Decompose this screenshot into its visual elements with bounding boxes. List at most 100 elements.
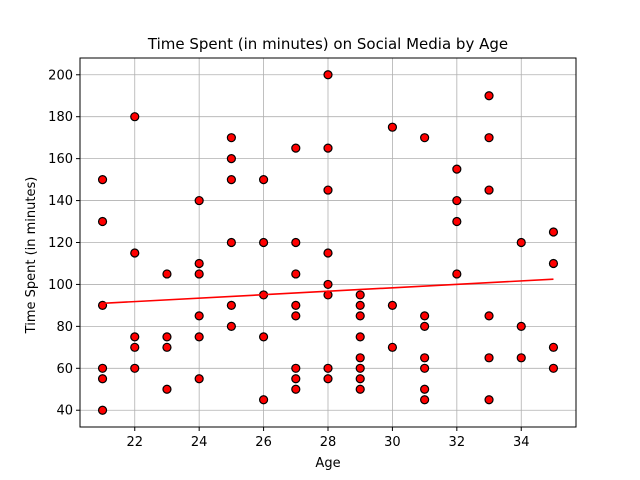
data-point — [484, 395, 494, 405]
data-point — [291, 363, 301, 373]
data-point — [226, 154, 236, 164]
data-point — [194, 332, 204, 342]
data-point — [323, 143, 333, 153]
data-point — [484, 91, 494, 101]
x-tick-label: 34 — [513, 435, 530, 450]
data-point — [516, 321, 526, 331]
y-tick-label: 120 — [48, 236, 73, 251]
data-point — [452, 269, 462, 279]
data-point — [258, 237, 269, 248]
data-point — [420, 353, 430, 363]
data-point — [226, 321, 236, 331]
y-tick-label: 40 — [56, 404, 73, 419]
data-point — [420, 384, 430, 394]
data-point — [130, 332, 140, 342]
data-point — [97, 363, 108, 373]
data-point — [420, 311, 430, 321]
data-point — [516, 353, 526, 363]
y-tick-label: 80 — [56, 320, 73, 335]
data-point — [162, 342, 172, 352]
grid-lines — [80, 58, 576, 427]
data-point — [194, 258, 204, 269]
data-point — [452, 164, 462, 174]
data-point — [323, 185, 333, 195]
x-axis-ticks: 22 24 26 28 30 32 34 — [126, 427, 530, 450]
x-axis-label: Age — [315, 456, 340, 471]
y-tick-label: 140 — [48, 194, 73, 209]
data-point — [194, 269, 204, 279]
data-point — [420, 133, 430, 143]
data-point — [258, 175, 269, 185]
y-tick-label: 200 — [48, 68, 73, 83]
data-point — [548, 258, 559, 269]
x-tick-label: 22 — [126, 435, 143, 450]
chart-title: Time Spent (in minutes) on Social Media … — [147, 35, 508, 53]
data-point — [420, 321, 430, 331]
data-point — [355, 374, 365, 384]
y-tick-label: 60 — [56, 362, 73, 377]
data-point — [420, 395, 430, 405]
data-point — [452, 195, 462, 206]
data-point — [97, 216, 108, 227]
data-point — [258, 395, 269, 405]
data-point — [355, 363, 365, 373]
data-point — [194, 311, 204, 321]
trend-line-group — [102, 278, 554, 305]
data-point — [291, 311, 301, 321]
x-tick-label: 24 — [191, 435, 208, 450]
data-point — [226, 175, 236, 185]
data-point — [162, 384, 172, 394]
data-point — [516, 237, 526, 248]
data-point — [387, 300, 398, 310]
data-point — [387, 122, 398, 132]
data-point — [226, 300, 236, 310]
y-tick-label: 160 — [48, 152, 73, 167]
data-point — [291, 269, 301, 279]
data-point — [291, 237, 301, 248]
data-point — [130, 248, 140, 258]
y-tick-label: 100 — [48, 278, 73, 293]
data-point — [226, 133, 236, 143]
data-point — [484, 353, 494, 363]
data-point — [323, 374, 333, 384]
data-point — [162, 269, 172, 279]
data-point — [291, 374, 301, 384]
y-axis-label: Time Spent (in minutes) — [24, 177, 39, 335]
data-point — [130, 342, 140, 352]
x-tick-label: 30 — [384, 435, 401, 450]
data-point — [162, 332, 172, 342]
data-point — [484, 133, 494, 143]
data-point — [484, 185, 494, 195]
data-point — [387, 342, 398, 352]
x-tick-label: 26 — [255, 435, 272, 450]
x-tick-label: 28 — [320, 435, 337, 450]
data-point — [258, 332, 269, 342]
data-point — [355, 353, 365, 363]
y-axis-ticks: 40 60 80 100 120 140 160 180 200 — [48, 68, 80, 419]
data-point — [355, 332, 365, 342]
data-point — [194, 195, 204, 206]
data-point — [97, 374, 108, 384]
trend-line — [102, 278, 554, 305]
data-point — [452, 216, 462, 227]
data-point — [97, 405, 108, 415]
data-point — [355, 384, 365, 394]
data-point — [420, 363, 430, 373]
data-point — [323, 279, 333, 290]
data-point — [291, 384, 301, 394]
y-tick-label: 180 — [48, 110, 73, 125]
data-point — [226, 237, 236, 248]
data-point — [130, 363, 140, 373]
data-point — [548, 342, 559, 352]
data-point — [484, 311, 494, 321]
data-point — [548, 363, 559, 373]
data-point — [323, 248, 333, 258]
data-point — [323, 363, 333, 373]
data-point — [355, 311, 365, 321]
x-tick-label: 32 — [449, 435, 466, 450]
data-point — [323, 70, 333, 80]
data-point — [97, 175, 108, 185]
data-point — [130, 112, 140, 122]
